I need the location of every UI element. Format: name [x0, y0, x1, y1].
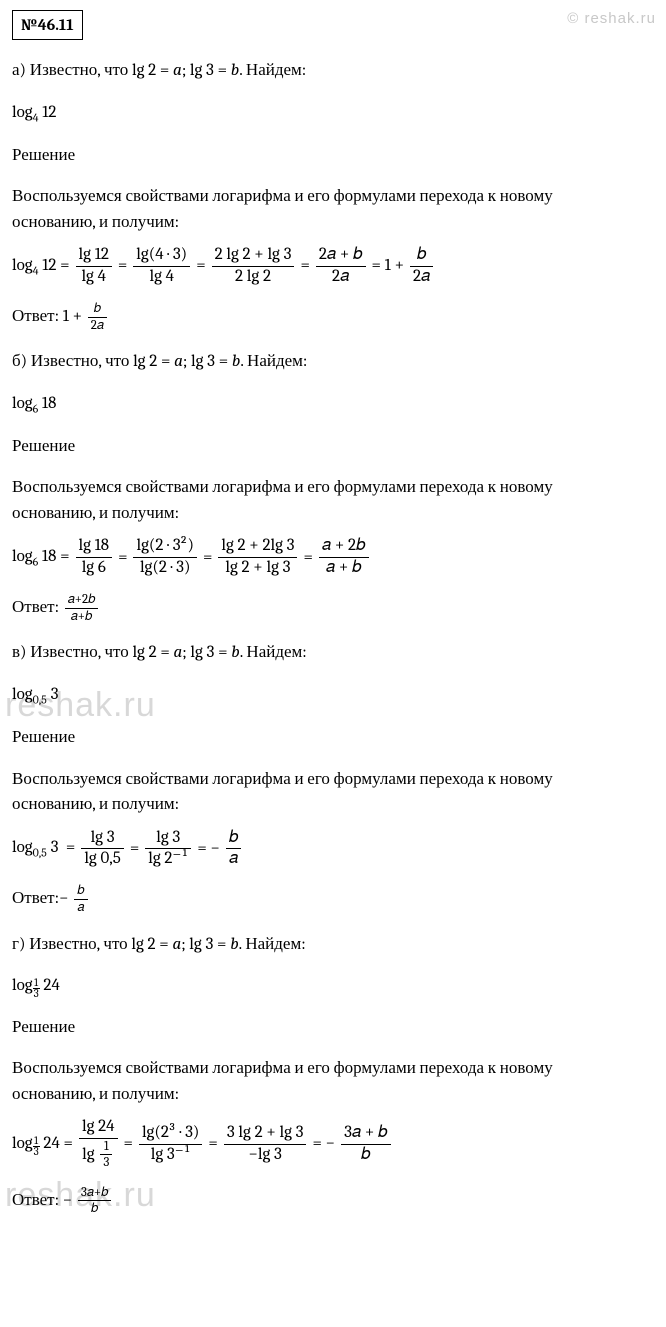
- part-c-given: в) Известно, что lg 2 = a; lg 3 = b. Най…: [12, 640, 654, 666]
- part-a-equation: log4 12 = lg 12lg 4 = lg(4 · 3)lg 4 = 2 …: [12, 245, 654, 287]
- part-c-target: log0,5 3: [12, 682, 654, 709]
- part-c-equation: log0,5 3 = lg 3lg 0,5 = lg 3lg 2⁻¹ = − 𝑏…: [12, 828, 654, 870]
- part-a-answer: Ответ: 1 + 𝑏2𝑎: [12, 301, 654, 333]
- part-c-answer: Ответ:− 𝑏𝑎: [12, 883, 654, 915]
- method-text-c: Воспользуемся свойствами логарифма и его…: [12, 767, 654, 818]
- method-text-b: Воспользуемся свойствами логарифма и его…: [12, 475, 654, 526]
- part-letter-c: в): [12, 643, 27, 662]
- part-a-target: log4 12: [12, 100, 654, 127]
- part-d-given: г) Известно, что lg 2 = a; lg 3 = b. Най…: [12, 932, 654, 958]
- part-b-target: log6 18: [12, 391, 654, 418]
- solution-label-b: Решение: [12, 434, 654, 460]
- solution-label-a: Решение: [12, 143, 654, 169]
- part-letter-d: г): [12, 935, 25, 954]
- part-b-given: б) Известно, что lg 2 = a; lg 3 = b. Най…: [12, 349, 654, 375]
- part-d-target: log13 24: [12, 973, 654, 999]
- method-text-d: Воспользуемся свойствами логарифма и его…: [12, 1056, 654, 1107]
- part-b-answer: Ответ: 𝑎+2𝑏𝑎+𝑏: [12, 592, 654, 624]
- problem-number: №46.11: [12, 10, 83, 40]
- solution-label-d: Решение: [12, 1015, 654, 1041]
- part-letter-b: б): [12, 352, 27, 371]
- part-d-answer: Ответ: − 3𝑎+𝑏𝑏: [12, 1185, 654, 1217]
- part-d-equation: log13 24 = lg 24 lg 13 = lg(2³ · 3)lg 3⁻…: [12, 1117, 654, 1171]
- part-b-equation: log6 18 = lg 18lg 6 = lg(2 · 3²)lg(2 · 3…: [12, 536, 654, 578]
- known-prefix: Известно, что lg 2 =: [30, 61, 173, 80]
- part-letter-a: а): [12, 61, 26, 80]
- solution-content: №46.11 а) Известно, что lg 2 = a; lg 3 =…: [12, 10, 654, 1217]
- method-text-a: Воспользуемся свойствами логарифма и его…: [12, 184, 654, 235]
- part-a-given: а) Известно, что lg 2 = a; lg 3 = b. Най…: [12, 58, 654, 84]
- solution-label-c: Решение: [12, 725, 654, 751]
